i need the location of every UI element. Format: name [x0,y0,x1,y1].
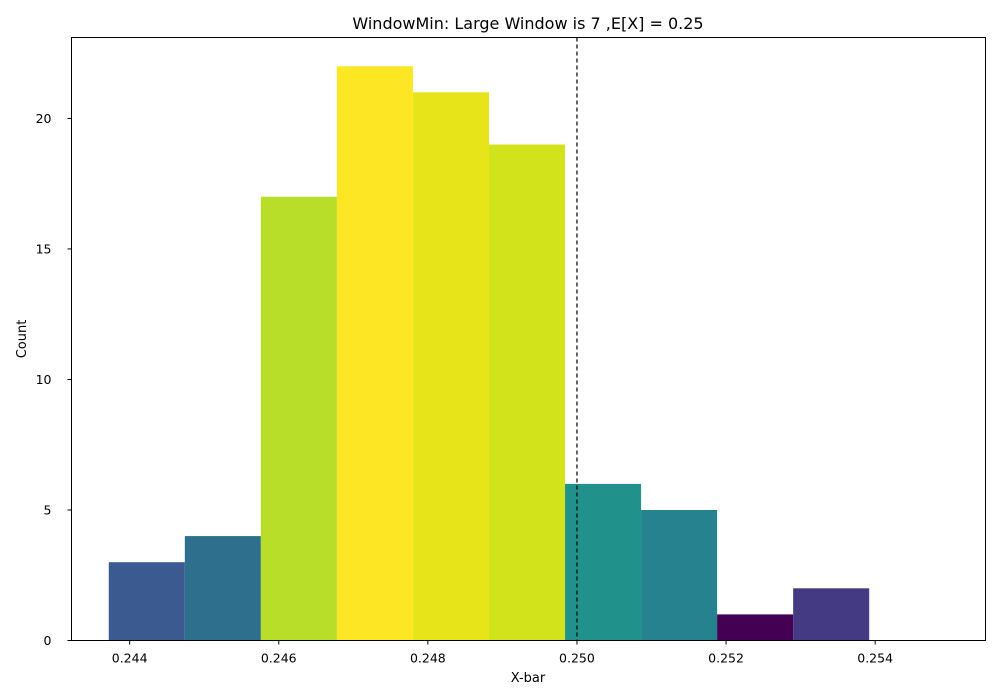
histogram-bar-2 [260,196,337,641]
histogram-bar-5 [488,144,566,641]
x-tick-label: 0.248 [410,651,446,666]
histogram-bar-6 [565,483,642,641]
x-tick-label: 0.254 [857,651,893,666]
x-axis-label: X-bar [511,671,546,686]
plot-frame [71,37,986,641]
y-tick-label: 10 [36,372,52,387]
y-tick-label: 20 [36,111,52,126]
x-tick-label: 0.244 [112,651,148,666]
histogram-bar-1 [184,536,261,641]
histogram-bar-0 [108,562,185,641]
y-tick-label: 0 [44,633,52,648]
y-tick-label: 15 [36,241,52,256]
chart-title: WindowMin: Large Window is 7 ,E[X] = 0.2… [352,14,703,33]
histogram-bar-3 [336,66,413,641]
y-tick-label: 5 [44,502,52,517]
x-tick-label: 0.252 [708,651,744,666]
histogram-bar-8 [717,614,794,641]
x-tick-label: 0.246 [261,651,297,666]
y-axis-label: Count [15,320,30,359]
x-axis-ticks: 0.244 0.246 0.248 0.250 0.252 0.254 [112,640,893,666]
bars-group [108,66,870,641]
y-axis-ticks: 0 5 10 15 20 [36,111,72,648]
histogram-bar-9 [793,588,870,641]
x-tick-label: 0.250 [559,651,595,666]
histogram-bar-4 [412,92,489,641]
histogram-bar-7 [641,509,718,641]
